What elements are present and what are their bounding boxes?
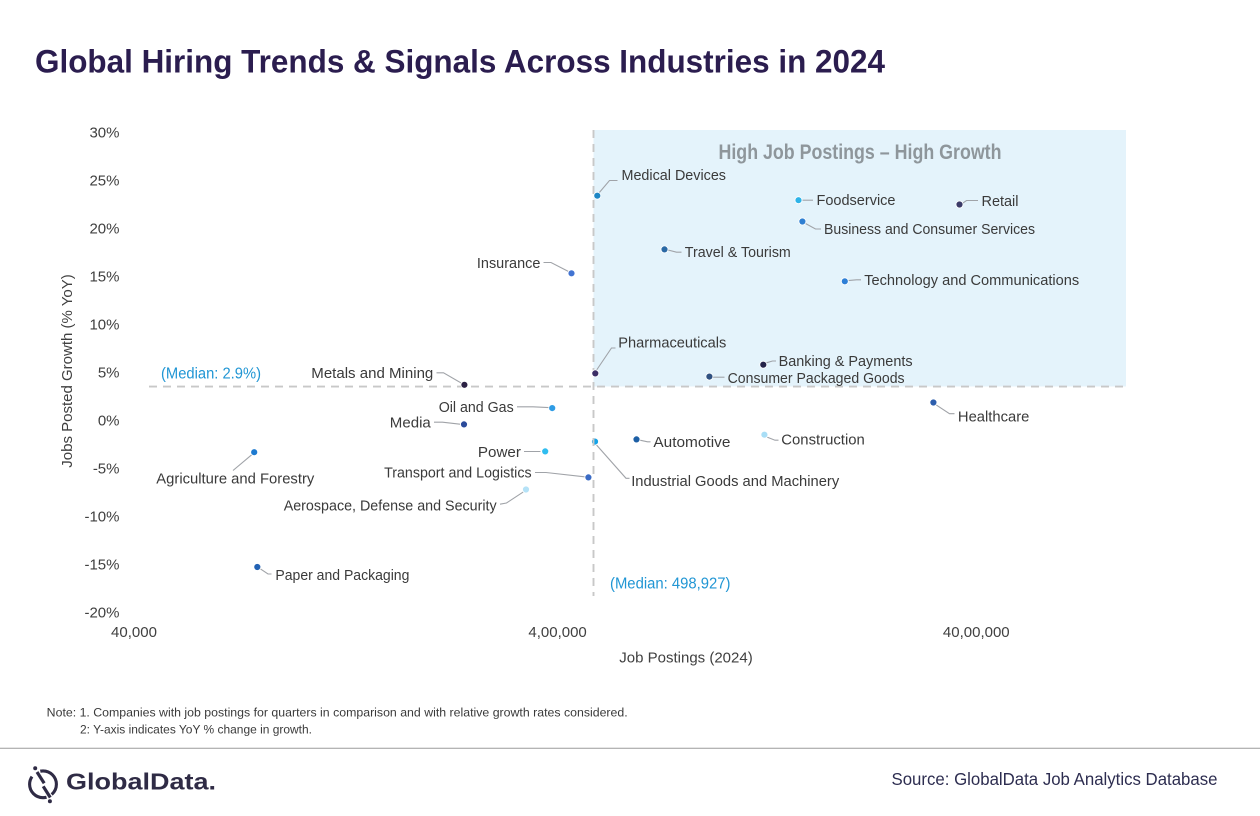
svg-text:Pharmaceuticals: Pharmaceuticals	[618, 335, 726, 352]
svg-text:High Job Postings – High Growt: High Job Postings – High Growth	[719, 141, 1002, 164]
svg-text:Metals and Mining: Metals and Mining	[311, 365, 433, 382]
svg-text:Transport and Logistics: Transport and Logistics	[384, 465, 532, 482]
svg-text:Aerospace, Defense and Securit: Aerospace, Defense and Security	[284, 498, 497, 515]
svg-text:40,000: 40,000	[111, 624, 157, 641]
svg-text:5%: 5%	[98, 365, 120, 382]
svg-text:25%: 25%	[89, 173, 119, 190]
svg-text:Retail: Retail	[982, 193, 1019, 210]
svg-text:-20%: -20%	[84, 605, 119, 622]
svg-text:0%: 0%	[98, 413, 120, 430]
svg-text:-10%: -10%	[84, 509, 119, 526]
svg-text:(Median: 2.9%): (Median: 2.9%)	[161, 366, 261, 383]
svg-text:Agriculture and Forestry: Agriculture and Forestry	[156, 471, 314, 488]
svg-text:Construction: Construction	[781, 431, 865, 448]
svg-text:Source: GlobalData Job Analyti: Source: GlobalData Job Analytics Databas…	[892, 769, 1218, 789]
svg-text:Job Postings (2024): Job Postings (2024)	[619, 650, 752, 667]
svg-text:Jobs Posted Growth (% YoY): Jobs Posted Growth (% YoY)	[59, 274, 76, 467]
svg-text:Oil and Gas: Oil and Gas	[439, 399, 514, 416]
svg-text:Paper and Packaging: Paper and Packaging	[275, 567, 409, 584]
svg-text:-15%: -15%	[84, 557, 119, 574]
svg-text:20%: 20%	[89, 221, 119, 238]
svg-text:Automotive: Automotive	[653, 434, 730, 451]
svg-text:Medical Devices: Medical Devices	[622, 167, 727, 184]
svg-text:30%: 30%	[89, 125, 119, 142]
svg-text:4,00,000: 4,00,000	[528, 624, 586, 641]
svg-text:Insurance: Insurance	[477, 255, 541, 272]
svg-text:Media: Media	[390, 415, 432, 432]
svg-text:(Median: 498,927): (Median: 498,927)	[610, 576, 731, 593]
svg-text:10%: 10%	[89, 317, 119, 334]
svg-text:15%: 15%	[89, 269, 119, 286]
svg-text:Technology and Communications: Technology and Communications	[864, 272, 1079, 289]
svg-text:Note: 1. Companies with job po: Note: 1. Companies with job postings for…	[47, 706, 628, 720]
svg-text:40,00,000: 40,00,000	[943, 624, 1010, 641]
svg-text:Industrial Goods and Machinery: Industrial Goods and Machinery	[631, 473, 839, 490]
svg-text:Consumer Packaged Goods: Consumer Packaged Goods	[728, 370, 905, 387]
svg-text:Healthcare: Healthcare	[958, 409, 1030, 426]
svg-text:Global Hiring Trends & Signals: Global Hiring Trends & Signals Across In…	[35, 44, 885, 80]
svg-text:Business and Consumer Services: Business and Consumer Services	[824, 221, 1035, 238]
svg-text:Foodservice: Foodservice	[817, 192, 896, 209]
svg-text:Power: Power	[478, 444, 521, 461]
svg-text:-5%: -5%	[93, 461, 120, 478]
svg-text:GlobalData.: GlobalData.	[66, 769, 216, 795]
svg-text:Travel & Tourism: Travel & Tourism	[685, 244, 791, 261]
svg-text:Banking & Payments: Banking & Payments	[779, 353, 913, 370]
svg-text:2: Y-axis indicates YoY % chan: 2: Y-axis indicates YoY % change in grow…	[80, 722, 312, 736]
